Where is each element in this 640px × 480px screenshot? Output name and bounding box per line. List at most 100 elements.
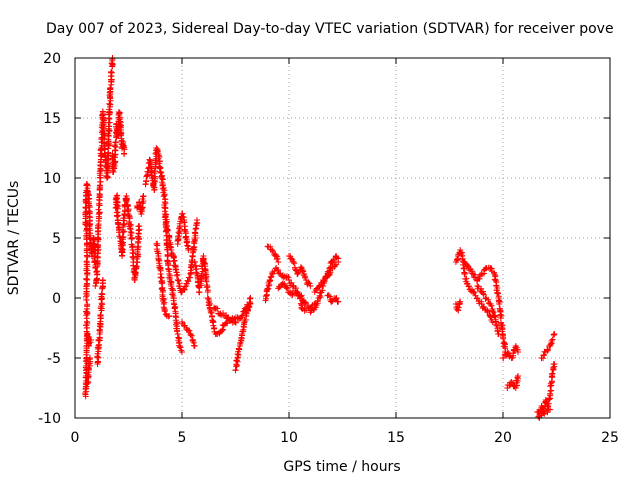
data-point — [99, 277, 106, 283]
data-point — [283, 284, 289, 291]
data-point — [191, 343, 198, 349]
data-point — [314, 298, 321, 305]
data-point — [166, 313, 173, 319]
data-point — [156, 165, 163, 172]
data-point — [96, 196, 103, 203]
data-point — [204, 295, 211, 301]
data-point — [544, 346, 551, 353]
data-point — [469, 268, 476, 275]
data-point — [103, 173, 110, 180]
data-point — [491, 313, 498, 319]
data-point — [93, 268, 100, 275]
data-point — [500, 355, 507, 362]
data-point — [494, 328, 501, 335]
data-point — [515, 373, 521, 379]
x-tick-label: 15 — [387, 430, 405, 446]
axis-ticks: 0 5 10 15 20 25 -10 -5 0 5 10 15 20 — [38, 51, 619, 446]
data-point — [489, 308, 496, 315]
data-point — [275, 267, 282, 274]
data-point — [326, 293, 333, 300]
data-point — [551, 361, 558, 367]
data-point — [172, 266, 179, 273]
data-point — [188, 332, 195, 339]
data-point — [500, 334, 506, 341]
data-point — [171, 305, 178, 312]
data-point — [548, 379, 555, 386]
data-point — [262, 293, 269, 300]
data-point — [140, 193, 147, 199]
data-point — [243, 310, 250, 317]
data-point — [198, 273, 204, 280]
data-point — [83, 258, 90, 265]
data-point — [99, 291, 106, 298]
data-point — [488, 302, 495, 309]
data-point — [121, 151, 128, 157]
y-tick-label: 0 — [52, 291, 61, 307]
data-point — [305, 279, 312, 286]
data-point — [186, 327, 193, 334]
data-point — [194, 217, 200, 223]
data-point — [160, 304, 167, 311]
data-point — [325, 292, 332, 299]
data-point — [470, 288, 477, 295]
data-point — [112, 139, 119, 146]
data-point — [106, 119, 113, 126]
data-point — [184, 242, 191, 249]
data-point — [96, 209, 103, 216]
data-point — [84, 301, 91, 308]
data-point — [119, 234, 126, 241]
y-tick-label: 20 — [43, 51, 61, 67]
data-point — [549, 336, 556, 343]
data-point — [548, 337, 555, 344]
data-point — [474, 295, 481, 301]
data-point — [333, 295, 340, 302]
data-point — [88, 337, 94, 343]
data-point — [191, 258, 198, 265]
data-point — [294, 269, 301, 276]
data-point — [303, 307, 310, 313]
data-point — [232, 319, 239, 326]
data-point — [455, 304, 462, 311]
data-point — [99, 301, 106, 308]
data-point — [134, 240, 141, 246]
data-point — [174, 331, 181, 337]
data-point — [465, 283, 472, 289]
data-point — [267, 277, 274, 284]
y-tick-label: -5 — [47, 351, 61, 367]
data-point — [219, 327, 226, 334]
y-tick-label: 5 — [52, 231, 61, 247]
data-point — [232, 367, 239, 374]
data-point — [173, 272, 180, 279]
data-point — [291, 260, 298, 267]
data-point — [136, 223, 143, 229]
data-point — [108, 69, 115, 76]
data-point — [247, 295, 254, 301]
data-point — [177, 344, 184, 351]
data-point — [179, 210, 186, 217]
data-point — [204, 289, 211, 295]
data-point — [128, 236, 135, 242]
data-point — [268, 247, 275, 253]
data-point — [471, 289, 478, 296]
data-point — [491, 271, 498, 277]
data-point — [495, 331, 502, 337]
data-point — [185, 278, 192, 285]
data-point — [333, 261, 340, 268]
data-point — [179, 349, 185, 355]
data-point — [307, 283, 314, 289]
data-point — [335, 298, 342, 305]
data-point — [480, 291, 487, 298]
y-axis-label: SDTVAR / TECUs — [6, 181, 22, 296]
data-point — [124, 203, 131, 210]
data-point — [214, 305, 221, 312]
data-point — [129, 244, 135, 251]
data-point — [120, 233, 127, 240]
data-point — [274, 255, 281, 262]
data-point — [170, 258, 177, 265]
data-point — [165, 227, 172, 234]
grid-lines — [75, 58, 610, 418]
data-point — [107, 85, 114, 92]
data-point — [269, 248, 276, 255]
data-point — [95, 354, 102, 361]
data-point — [515, 349, 521, 355]
